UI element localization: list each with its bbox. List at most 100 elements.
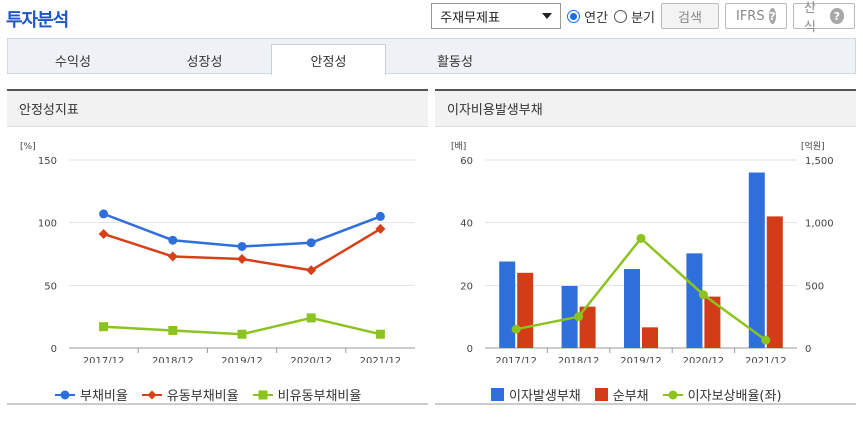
x-tick-label: 2017/12 <box>495 356 537 363</box>
ifrs-button[interactable]: IFRS ? <box>725 3 787 29</box>
y-left-tick-label: 0 <box>467 344 473 355</box>
bar <box>624 269 640 348</box>
stability-panel-title: 안정성지표 <box>7 89 428 127</box>
data-point <box>237 254 247 265</box>
formula-label: 산식 <box>804 1 816 35</box>
page-title: 투자분석 <box>6 10 69 31</box>
help-icon: ? <box>829 8 844 24</box>
data-point <box>511 324 521 334</box>
bar <box>579 306 596 348</box>
data-point <box>168 235 178 245</box>
search-button[interactable]: 검색 <box>661 3 719 29</box>
tab-activity[interactable]: 활동성 <box>437 54 473 70</box>
legend-label: 부채비율 <box>80 389 128 404</box>
tab-stability[interactable]: 안정성 <box>271 44 386 75</box>
legend-square-marker <box>491 388 504 401</box>
panel-bottom-border <box>7 403 428 405</box>
stability-legend: 부채비율 유동부채비율 비유동부채비율 <box>55 385 361 404</box>
statement-type-value: 주재무제표 <box>440 10 500 26</box>
legend-net-debt: 순부채 <box>594 385 649 404</box>
data-point <box>698 290 708 300</box>
bar <box>642 327 658 348</box>
data-point <box>306 238 316 248</box>
radio-checked-icon[interactable] <box>567 9 581 23</box>
radio-unchecked-icon[interactable] <box>614 9 628 23</box>
data-point <box>761 335 771 345</box>
data-point <box>99 209 109 219</box>
series-line <box>515 236 767 342</box>
x-tick-label: 2021/12 <box>360 356 402 363</box>
ifrs-label: IFRS <box>736 8 765 24</box>
y-left-tick-label: 20 <box>460 281 473 292</box>
legend-current-liab-ratio: 유동부채비율 <box>141 385 239 404</box>
y-tick-label: 100 <box>38 219 57 230</box>
toolbar: 주재무제표 연간 분기 검색 IFRS ? 산식 ? <box>431 1 855 35</box>
legend-debt-ratio: 부채비율 <box>55 385 128 404</box>
x-tick-label: 2020/12 <box>683 356 725 363</box>
bar <box>686 253 703 348</box>
help-icon: ? <box>768 8 776 24</box>
data-point <box>306 313 316 323</box>
formula-button[interactable]: 산식 ? <box>793 1 855 35</box>
data-point <box>306 265 317 276</box>
analysis-tabs: 수익성 성장성 안정성 활동성 <box>7 38 856 75</box>
y-left-unit-label: [배] <box>451 141 466 152</box>
radio-quarter-label: 분기 <box>631 10 655 26</box>
legend-circle-marker <box>662 390 683 399</box>
y-right-tick-label: 1,500 <box>805 156 834 167</box>
data-point <box>237 329 247 339</box>
data-point <box>375 223 386 234</box>
data-point <box>636 233 646 243</box>
series-line <box>103 212 381 248</box>
legend-label: 비유동부채비율 <box>277 389 362 404</box>
bar <box>704 296 721 348</box>
radio-annual[interactable]: 연간 <box>567 7 608 26</box>
data-point <box>375 211 385 221</box>
interest-debt-legend: 이자발생부채 순부채 이자보상배율(좌) <box>491 385 782 404</box>
tab-profitability[interactable]: 수익성 <box>55 54 91 70</box>
y-right-tick-label: 1,000 <box>805 219 834 230</box>
legend-label: 순부채 <box>612 389 649 404</box>
y-left-tick-label: 40 <box>460 219 473 230</box>
x-tick-label: 2018/12 <box>558 356 600 363</box>
legend-interest-coverage: 이자보상배율(좌) <box>662 385 782 404</box>
y-tick-label: 150 <box>38 156 57 167</box>
stability-panel: 안정성지표 [%] 0 50 100 150 2017/12 2018/12 2019/12 2… <box>7 89 428 405</box>
tab-growth[interactable]: 성장성 <box>186 54 223 70</box>
interest-debt-panel-title: 이자비용발생부채 <box>435 89 856 127</box>
radio-quarter[interactable]: 분기 <box>614 7 655 26</box>
data-point <box>98 228 109 239</box>
legend-label: 이자보상배율(좌) <box>687 389 782 404</box>
chevron-down-icon <box>542 13 553 19</box>
x-tick-label: 2020/12 <box>290 356 332 363</box>
interest-debt-panel: 이자비용발생부채 [배] [억원] 0 20 40 60 0 500 1,000 1,500 201… <box>435 89 856 405</box>
radio-annual-label: 연간 <box>584 10 609 26</box>
y-left-tick-label: 60 <box>460 156 473 167</box>
data-point <box>168 325 178 335</box>
legend-interest-bearing-debt: 이자발생부채 <box>491 385 581 404</box>
bar <box>517 272 534 348</box>
bar <box>766 216 783 348</box>
stability-chart: [%] 0 50 100 150 2017/12 2018/12 2019/12 2020/12… <box>20 142 415 363</box>
legend-square-marker <box>252 390 273 399</box>
x-tick-label: 2018/12 <box>152 356 194 363</box>
y-tick-label: 0 <box>51 344 57 355</box>
legend-diamond-marker <box>141 390 162 399</box>
x-tick-label: 2019/12 <box>620 356 662 363</box>
legend-label: 이자발생부채 <box>509 389 581 404</box>
y-right-unit-label: [억원] <box>801 140 825 152</box>
legend-square-marker <box>594 388 608 401</box>
x-tick-label: 2019/12 <box>221 356 263 363</box>
y-tick-label: 50 <box>44 281 57 292</box>
interest-debt-chart: [배] [억원] 0 20 40 60 0 500 1,000 1,500 2017/12 2018/… <box>451 140 834 363</box>
x-tick-label: 2017/12 <box>83 356 125 363</box>
y-right-tick-label: 0 <box>805 344 811 355</box>
legend-noncurrent-liab-ratio: 비유동부채비율 <box>252 385 362 404</box>
legend-circle-marker <box>55 390 75 399</box>
panel-bottom-border <box>435 403 856 405</box>
statement-type-select[interactable]: 주재무제표 <box>431 3 562 29</box>
x-tick-label: 2021/12 <box>745 356 787 363</box>
data-point <box>237 241 247 251</box>
bar <box>561 285 578 348</box>
data-point <box>574 312 584 322</box>
